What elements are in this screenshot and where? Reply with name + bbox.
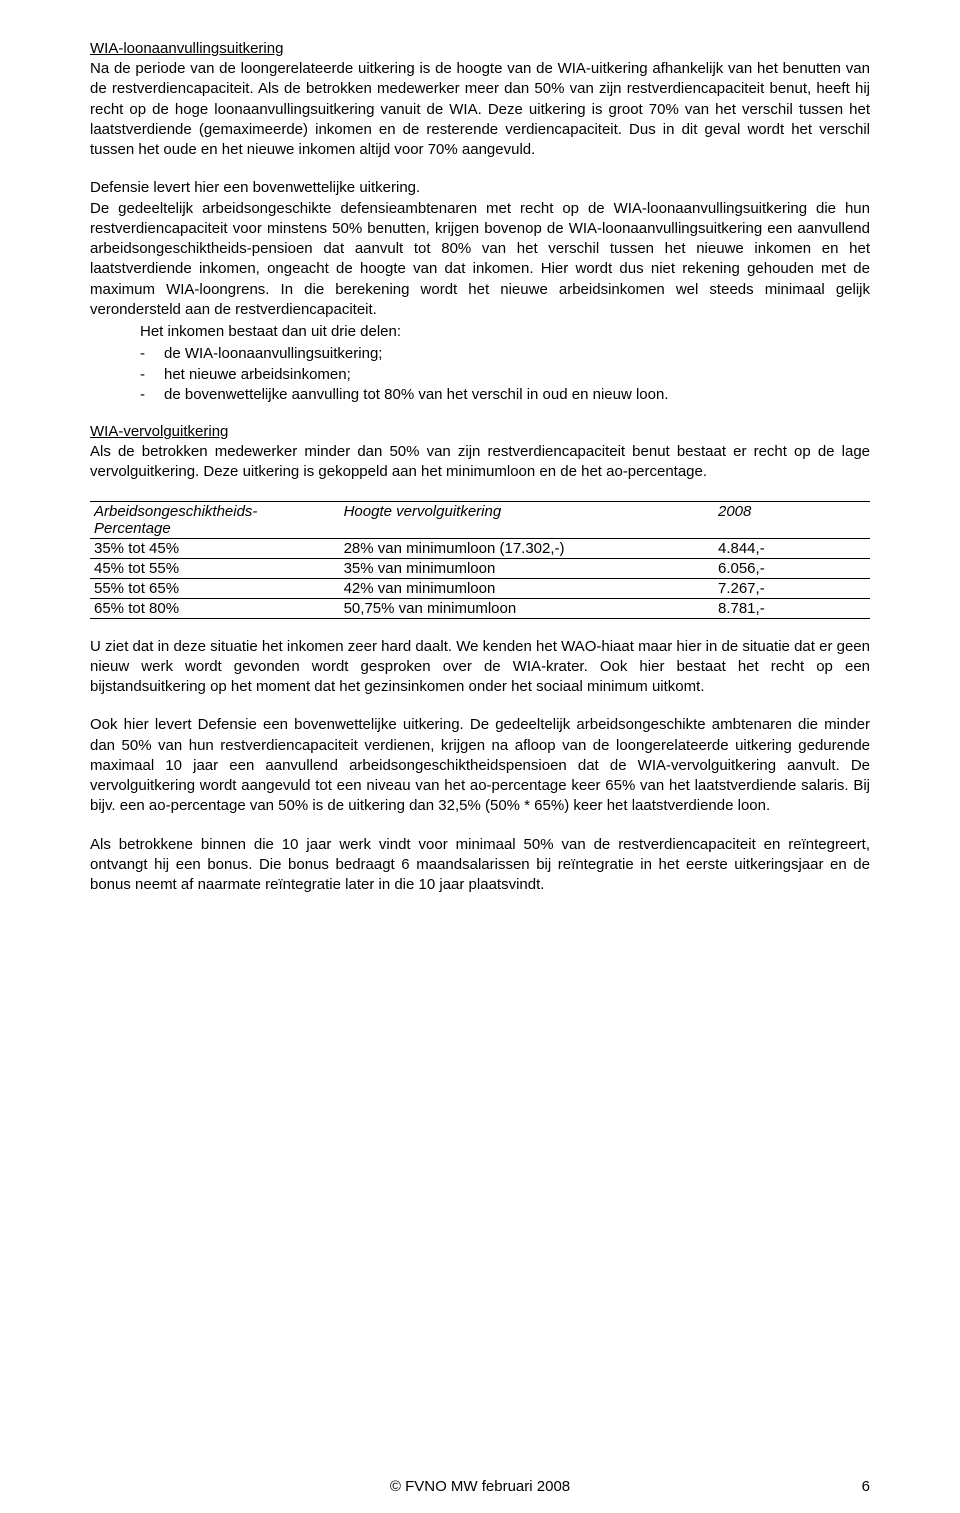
col3-header: 2008 [714,501,870,538]
cell-bedrag: 8.781,- [714,598,870,618]
income-parts-list: de WIA-loonaanvullingsuitkering; het nie… [90,344,870,405]
cell-hoogte: 42% van minimumloon [340,578,714,598]
page-footer: © FVNO MW februari 2008 6 [0,1478,960,1495]
table-row: 45% tot 55% 35% van minimumloon 6.056,- [90,558,870,578]
footer-text: © FVNO MW februari 2008 [390,1478,570,1495]
cell-percentage: 35% tot 45% [90,538,340,558]
col1-header-line2: Percentage [94,520,171,537]
section2-title: WIA-vervolguitkering [90,423,870,440]
section3-para3: Als betrokkene binnen die 10 jaar werk v… [90,835,870,896]
cell-hoogte: 50,75% van minimumloon [340,598,714,618]
section2-para1: Als de betrokken medewerker minder dan 5… [90,442,870,483]
list-item: de WIA-loonaanvullingsuitkering; [140,344,870,364]
section1-para1: Na de periode van de loongerelateerde ui… [90,59,870,160]
table-header-row: Arbeidsongeschiktheids- Percentage Hoogt… [90,501,870,538]
cell-bedrag: 6.056,- [714,558,870,578]
list-item: de bovenwettelijke aanvulling tot 80% va… [140,385,870,405]
cell-hoogte: 28% van minimumloon (17.302,-) [340,538,714,558]
uitkering-table: Arbeidsongeschiktheids- Percentage Hoogt… [90,501,870,619]
cell-percentage: 45% tot 55% [90,558,340,578]
section1-para2b: De gedeeltelijk arbeidsongeschikte defen… [90,200,870,318]
cell-hoogte: 35% van minimumloon [340,558,714,578]
col2-header: Hoogte vervolguitkering [340,501,714,538]
section3-para2: Ook hier levert Defensie een bovenwettel… [90,715,870,816]
section3-para1: U ziet dat in deze situatie het inkomen … [90,637,870,698]
table-row: 55% tot 65% 42% van minimumloon 7.267,- [90,578,870,598]
table-row: 35% tot 45% 28% van minimumloon (17.302,… [90,538,870,558]
section1-para2: Defensie levert hier een bovenwettelijke… [90,178,870,320]
cell-percentage: 55% tot 65% [90,578,340,598]
col1-header: Arbeidsongeschiktheids- Percentage [90,501,340,538]
cell-bedrag: 4.844,- [714,538,870,558]
cell-bedrag: 7.267,- [714,578,870,598]
section1-para2a: Defensie levert hier een bovenwettelijke… [90,179,420,196]
cell-percentage: 65% tot 80% [90,598,340,618]
document-page: WIA-loonaanvullingsuitkering Na de perio… [0,0,960,1513]
page-number: 6 [862,1478,870,1495]
list-intro: Het inkomen bestaat dan uit drie delen: [90,322,870,342]
section1-title: WIA-loonaanvullingsuitkering [90,40,870,57]
list-item: het nieuwe arbeidsinkomen; [140,365,870,385]
col1-header-line1: Arbeidsongeschiktheids- [94,503,257,520]
table-row: 65% tot 80% 50,75% van minimumloon 8.781… [90,598,870,618]
